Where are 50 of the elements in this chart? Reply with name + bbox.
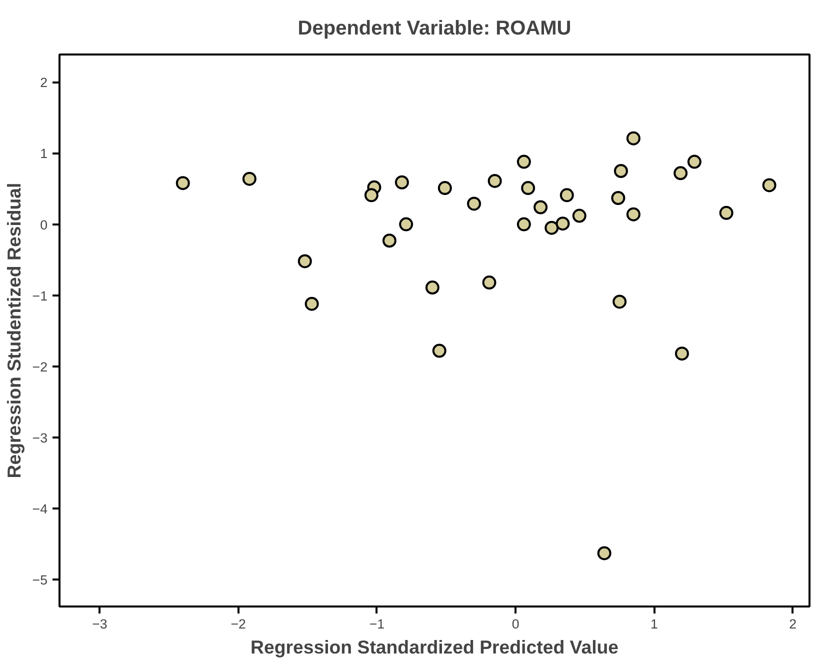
point — [534, 200, 548, 214]
y-tick-label: −2 — [32, 359, 48, 374]
x-tick-label: −2 — [230, 616, 246, 632]
point — [556, 216, 570, 231]
y-tick-label: −4 — [32, 501, 48, 516]
point — [364, 188, 378, 202]
y-tick-label: −5 — [32, 572, 48, 588]
point — [298, 254, 312, 268]
point — [438, 181, 452, 196]
x-tick-label: −1 — [369, 616, 385, 632]
point — [719, 206, 734, 220]
point — [242, 172, 256, 186]
point — [516, 154, 531, 169]
point — [516, 217, 531, 232]
y-tick-label: 0 — [40, 217, 48, 232]
y-tick-label: 2 — [40, 75, 48, 90]
x-tick-label: −3 — [92, 616, 108, 632]
y-tick-label: −3 — [32, 430, 48, 446]
chart-title: Dependent Variable: ROAMU — [298, 18, 572, 40]
point — [482, 276, 496, 290]
point — [382, 234, 396, 248]
point — [176, 176, 190, 190]
point — [572, 208, 586, 223]
point — [626, 131, 640, 146]
x-tick-label: 2 — [789, 616, 797, 632]
point — [425, 280, 440, 295]
point — [488, 174, 502, 188]
point — [597, 546, 612, 560]
point — [626, 207, 640, 222]
point — [521, 181, 536, 196]
point — [674, 346, 689, 361]
y-axis-title: Regression Studentized Residual — [3, 182, 24, 478]
point — [467, 196, 482, 211]
point — [674, 166, 688, 180]
point — [762, 178, 776, 192]
x-axis-title: Regression Standardized Predicted Value — [250, 636, 619, 658]
point — [544, 220, 559, 235]
y-tick-label: 1 — [40, 146, 48, 162]
point — [611, 191, 626, 205]
point — [394, 175, 409, 190]
point — [687, 154, 702, 169]
point — [614, 164, 628, 178]
point — [432, 344, 446, 358]
y-tick-label: −1 — [32, 288, 48, 304]
x-tick-label: 0 — [512, 616, 520, 632]
point — [560, 188, 574, 202]
point — [399, 217, 414, 232]
x-tick-label: 1 — [650, 616, 658, 632]
point — [304, 296, 319, 311]
point — [612, 294, 627, 309]
